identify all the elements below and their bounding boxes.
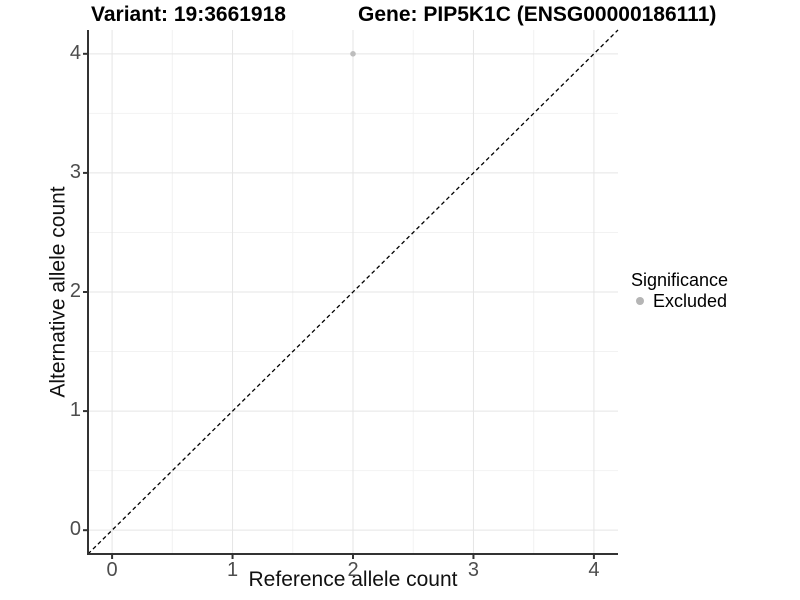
y-tick-label: 4 [69,41,81,64]
x-tick-label: 4 [588,559,600,581]
y-tick-label: 3 [69,160,81,183]
identity-line [87,29,619,555]
plot-title-gene: Gene: PIP5K1C (ENSG00000186111) [358,3,717,26]
legend: Significance Excluded [631,270,728,311]
data-point [350,51,356,57]
x-tick-label: 3 [467,559,480,581]
y-tick-label: 2 [69,280,81,302]
y-tick-label: 0 [69,518,81,541]
legend-item-label: Excluded [653,291,728,311]
y-tick-label: 1 [69,399,81,422]
legend-item-excluded: Excluded [631,291,728,311]
plot-title-variant: Variant: 19:3661918 [91,3,286,26]
legend-title: Significance [631,270,729,290]
x-tick-label: 0 [106,559,118,581]
excluded-point-marker-icon [636,297,644,305]
x-tick-label: 1 [226,559,239,581]
x-axis-title: Reference allele count [248,568,458,591]
x-tick-label: 2 [347,559,359,581]
